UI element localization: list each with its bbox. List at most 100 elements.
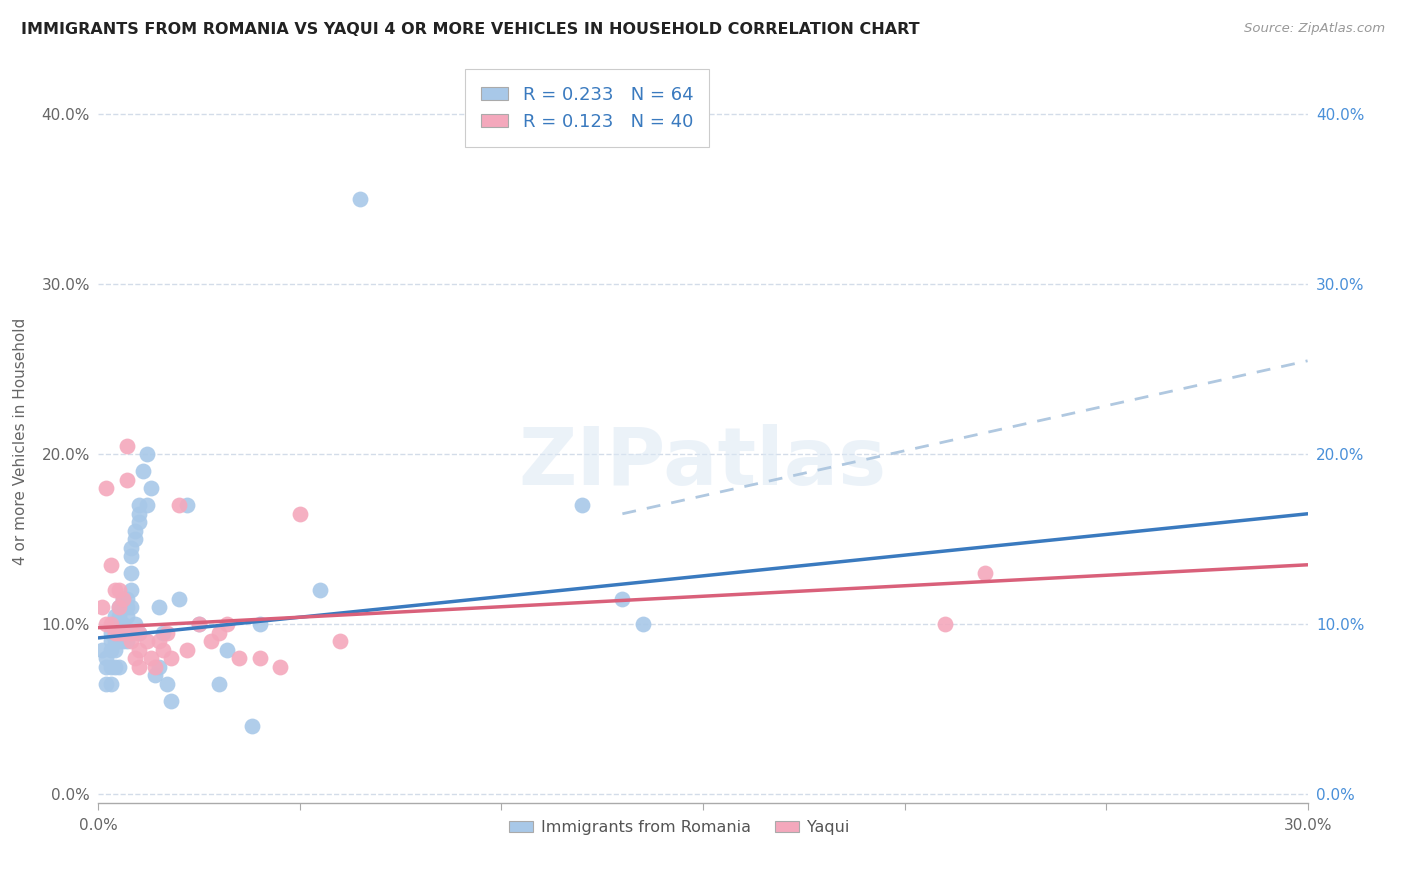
Point	[135, 634, 157, 648]
Point	[100, 642, 122, 657]
Point	[100, 677, 122, 691]
Point	[269, 660, 291, 674]
Point	[188, 617, 211, 632]
Point	[152, 625, 174, 640]
Point	[100, 617, 122, 632]
Point	[934, 617, 956, 632]
Point	[103, 634, 125, 648]
Text: ZIPatlas: ZIPatlas	[519, 425, 887, 502]
Point	[103, 625, 125, 640]
Point	[974, 566, 997, 581]
Point	[329, 634, 352, 648]
Point	[128, 660, 150, 674]
Point	[100, 660, 122, 674]
Point	[124, 524, 146, 538]
Point	[100, 634, 122, 648]
Point	[111, 600, 134, 615]
Point	[124, 651, 146, 665]
Point	[120, 549, 142, 564]
Point	[111, 591, 134, 606]
Point	[152, 642, 174, 657]
Point	[143, 660, 166, 674]
Point	[120, 634, 142, 648]
Point	[103, 660, 125, 674]
Point	[115, 600, 138, 615]
Point	[111, 634, 134, 648]
Point	[156, 677, 179, 691]
Point	[249, 617, 271, 632]
Point	[309, 583, 332, 598]
Point	[200, 634, 222, 648]
Point	[120, 600, 142, 615]
Point	[96, 651, 118, 665]
Point	[167, 498, 190, 512]
Point	[107, 600, 129, 615]
Point	[96, 660, 118, 674]
Point	[100, 625, 122, 640]
Point	[128, 642, 150, 657]
Point	[107, 625, 129, 640]
Point	[139, 481, 162, 495]
Point	[96, 481, 118, 495]
Point	[103, 583, 125, 598]
Text: IMMIGRANTS FROM ROMANIA VS YAQUI 4 OR MORE VEHICLES IN HOUSEHOLD CORRELATION CHA: IMMIGRANTS FROM ROMANIA VS YAQUI 4 OR MO…	[21, 22, 920, 37]
Point	[115, 473, 138, 487]
Point	[228, 651, 250, 665]
Point	[124, 533, 146, 547]
Point	[208, 625, 231, 640]
Point	[111, 625, 134, 640]
Text: Source: ZipAtlas.com: Source: ZipAtlas.com	[1244, 22, 1385, 36]
Point	[124, 617, 146, 632]
Point	[103, 617, 125, 632]
Point	[160, 651, 183, 665]
Point	[115, 634, 138, 648]
Point	[91, 600, 114, 615]
Point	[128, 498, 150, 512]
Point	[128, 507, 150, 521]
Point	[188, 617, 211, 632]
Point	[91, 642, 114, 657]
Point	[139, 651, 162, 665]
Point	[240, 719, 263, 733]
Point	[107, 600, 129, 615]
Point	[120, 625, 142, 640]
Point	[107, 617, 129, 632]
Point	[107, 634, 129, 648]
Point	[96, 617, 118, 632]
Point	[135, 498, 157, 512]
Point	[115, 591, 138, 606]
Point	[132, 464, 155, 478]
Point	[128, 625, 150, 640]
Point	[103, 642, 125, 657]
Point	[612, 591, 634, 606]
Point	[249, 651, 271, 665]
Point	[96, 677, 118, 691]
Point	[115, 439, 138, 453]
Point	[148, 600, 170, 615]
Point	[217, 617, 239, 632]
Point	[103, 608, 125, 623]
Point	[107, 608, 129, 623]
Point	[107, 625, 129, 640]
Point	[128, 625, 150, 640]
Point	[107, 660, 129, 674]
Point	[631, 617, 654, 632]
Point	[208, 677, 231, 691]
Point	[111, 591, 134, 606]
Point	[128, 516, 150, 530]
Point	[120, 583, 142, 598]
Point	[135, 447, 157, 461]
Point	[176, 642, 198, 657]
Point	[571, 498, 593, 512]
Point	[120, 566, 142, 581]
Point	[103, 625, 125, 640]
Point	[115, 608, 138, 623]
Point	[143, 668, 166, 682]
Point	[349, 192, 371, 206]
Point	[120, 541, 142, 555]
Point	[107, 583, 129, 598]
Point	[176, 498, 198, 512]
Point	[148, 634, 170, 648]
Point	[148, 660, 170, 674]
Point	[111, 617, 134, 632]
